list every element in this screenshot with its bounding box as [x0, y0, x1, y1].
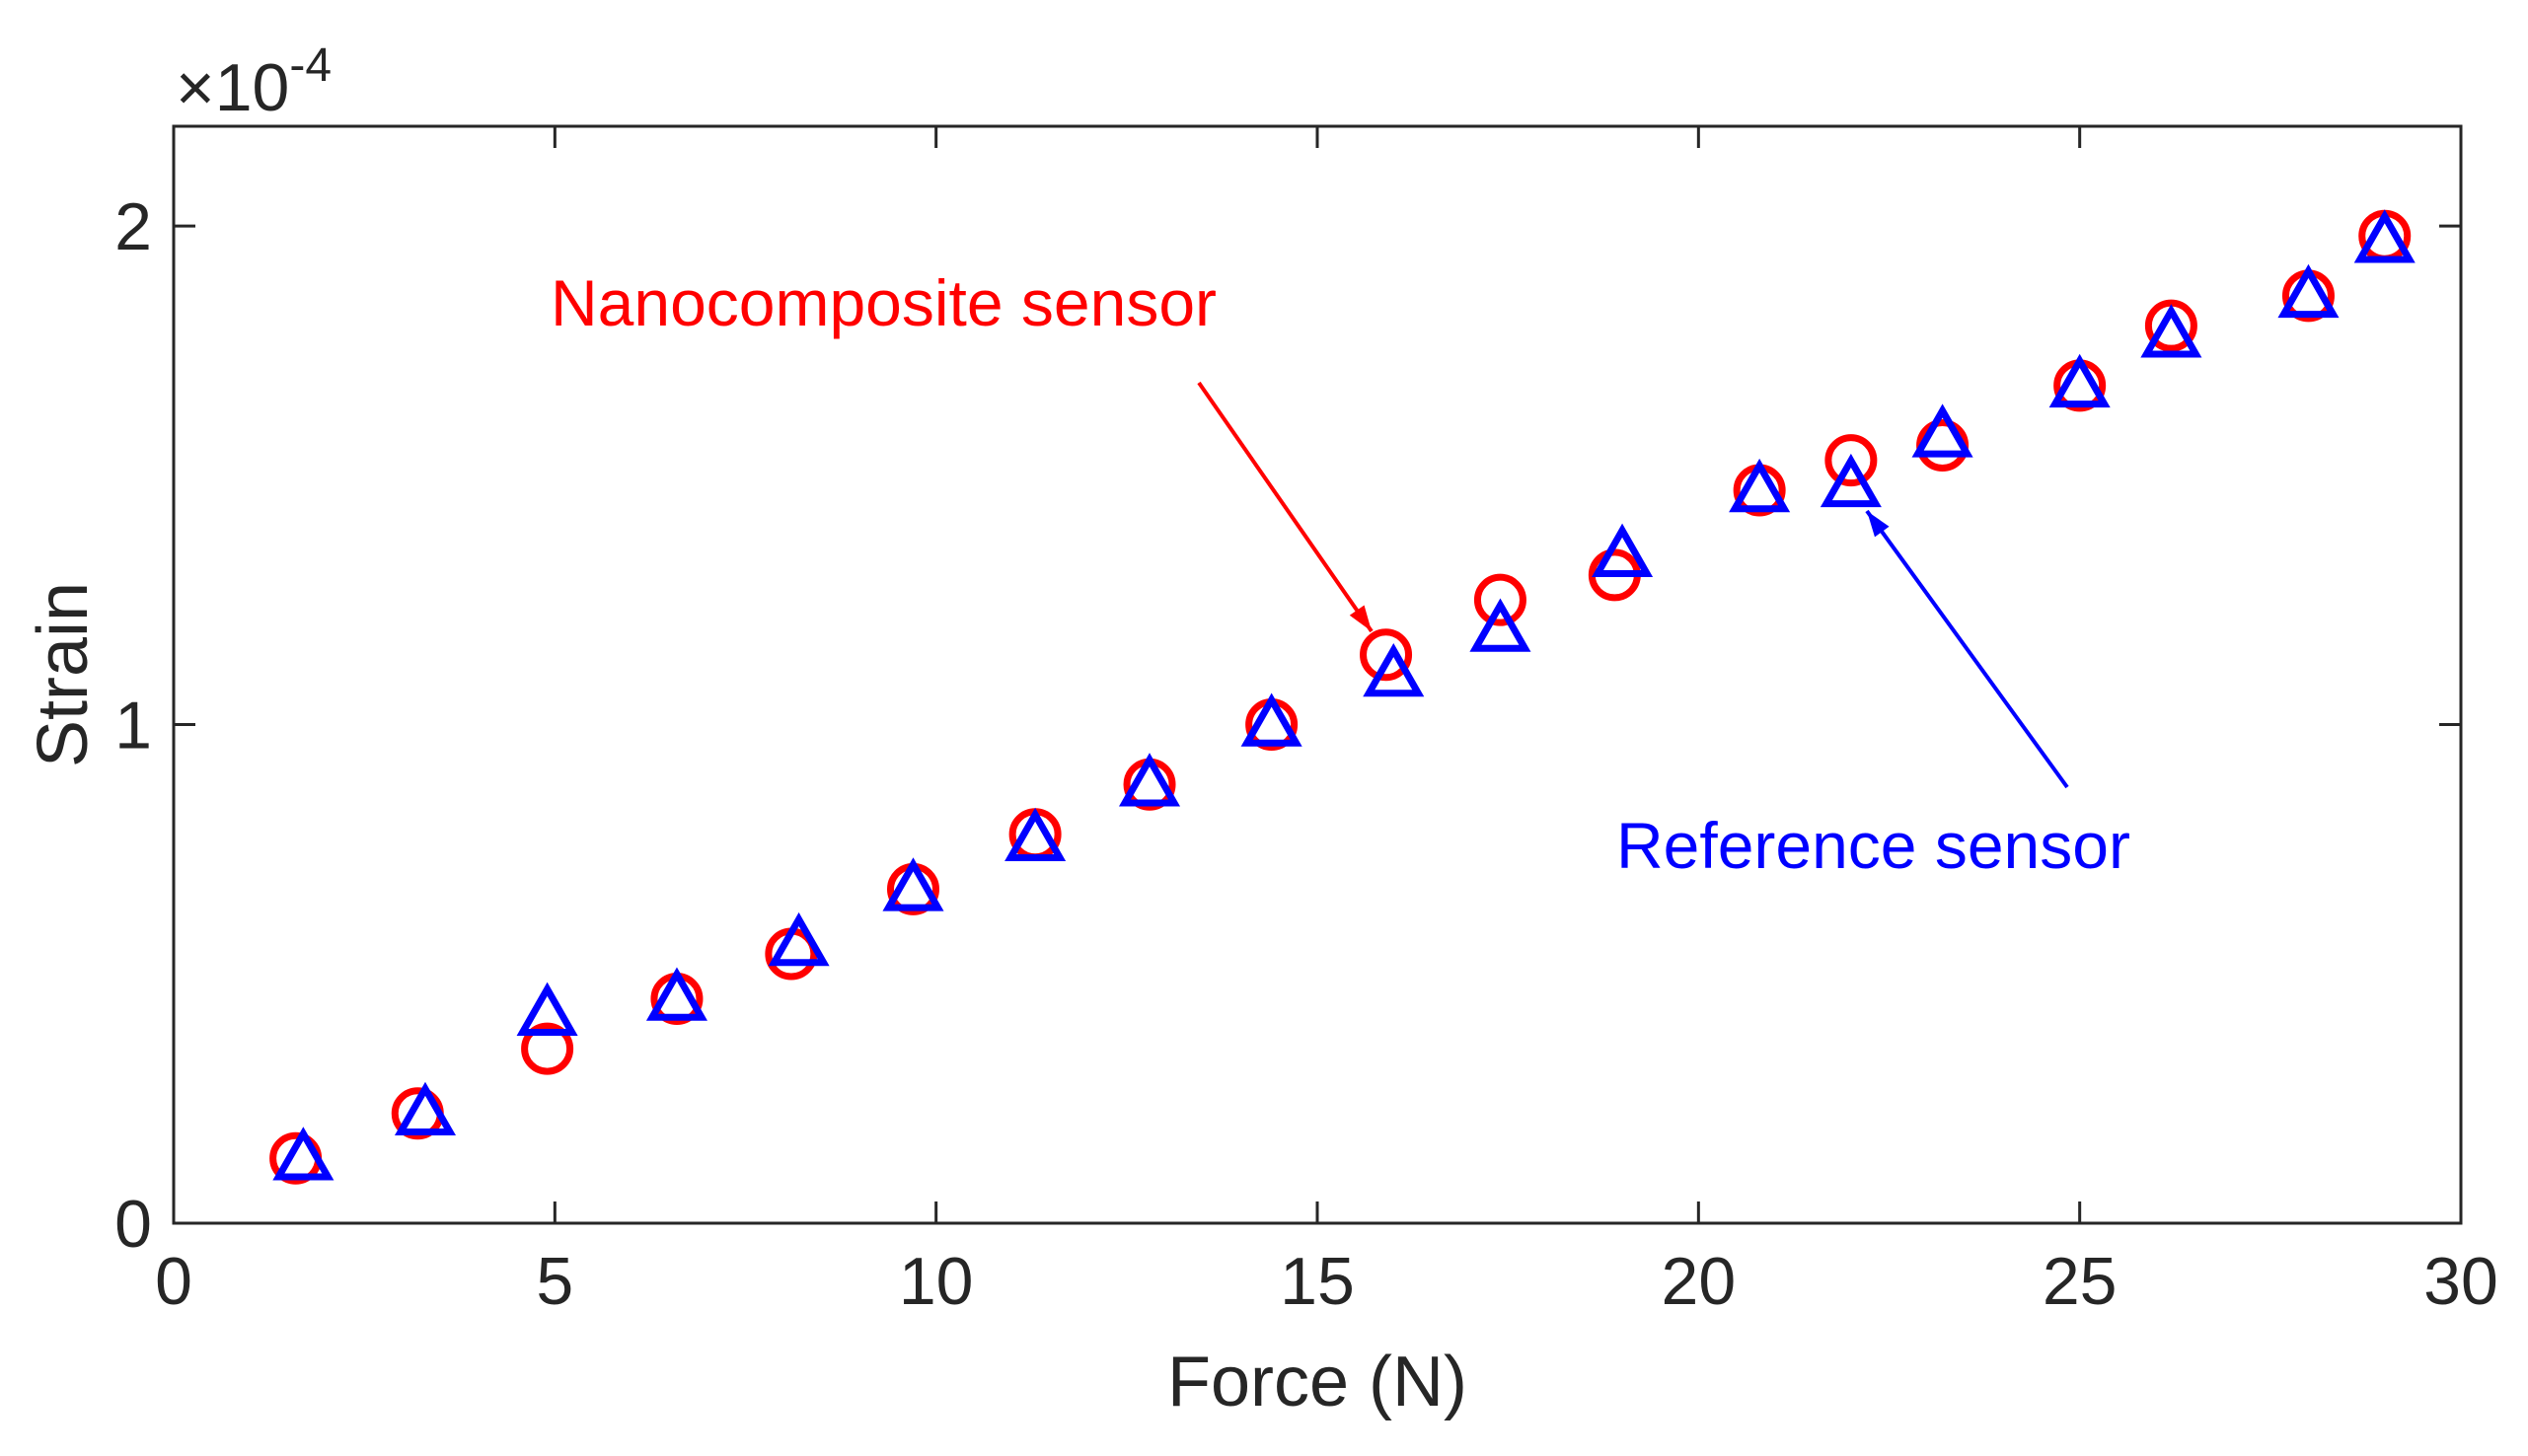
reference-point	[394, 1081, 457, 1136]
reference-point	[1592, 523, 1654, 577]
y-multiplier-base: ×10	[176, 50, 289, 125]
x-axis-ticks: 0 5 10 15 20 25 30	[155, 126, 2498, 1319]
y-tick-label: 1	[114, 689, 152, 764]
annotations: Nanocomposite sensor Reference sensor	[551, 266, 2130, 882]
reference-point	[882, 857, 944, 911]
nanocomposite-point	[1824, 434, 1878, 487]
nanocomposite-point	[2144, 299, 2197, 352]
reference-point	[1911, 403, 1973, 458]
reference-point	[272, 1127, 335, 1181]
reference-point	[1240, 692, 1302, 747]
x-tick-label: 15	[1280, 1244, 1355, 1319]
y-multiplier-label: ×10-4	[176, 39, 332, 125]
y-tick-label: 0	[114, 1187, 152, 1262]
nanocomposite-annotation-arrow	[1197, 381, 1374, 633]
x-tick-label: 5	[536, 1244, 573, 1319]
x-tick-label: 0	[155, 1244, 192, 1319]
x-tick-label: 25	[2043, 1244, 2118, 1319]
nanocomposite-point	[521, 1022, 574, 1075]
x-tick-label: 30	[2423, 1244, 2498, 1319]
nanocomposite-annotation-arrowhead	[1349, 605, 1372, 631]
reference-point	[2353, 209, 2416, 263]
reference-point	[645, 967, 707, 1021]
nanocomposite-annotation-label: Nanocomposite sensor	[551, 266, 1217, 339]
reference-point	[768, 911, 830, 967]
nanocomposite-point	[1473, 573, 1526, 626]
reference-point	[1004, 807, 1067, 862]
reference-point	[1729, 458, 1791, 513]
series-layer	[269, 209, 2416, 1185]
reference-point	[1363, 642, 1425, 697]
y-axis-ticks: 0 1 2	[114, 189, 2461, 1262]
reference-series	[272, 209, 2416, 1181]
reference-point	[1469, 598, 1531, 652]
reference-annotation-label: Reference sensor	[1616, 809, 2130, 882]
x-tick-label: 10	[899, 1244, 974, 1319]
reference-annotation-arrow	[1865, 509, 2069, 789]
reference-point	[1820, 453, 1882, 508]
reference-point	[2277, 263, 2340, 319]
reference-point	[2140, 304, 2202, 358]
x-tick-label: 20	[1662, 1244, 1737, 1319]
nanocomposite-point	[1360, 628, 1413, 682]
y-tick-label: 2	[114, 189, 152, 264]
reference-point	[2048, 353, 2111, 408]
y-multiplier-exponent: -4	[289, 39, 332, 92]
reference-point	[516, 982, 578, 1036]
reference-annotation-arrowhead	[1867, 511, 1890, 538]
y-axis-label: Strain	[24, 582, 103, 767]
plot-area	[172, 124, 2463, 1225]
reference-point	[1118, 753, 1181, 807]
x-axis-label: Force (N)	[1167, 1343, 1467, 1421]
